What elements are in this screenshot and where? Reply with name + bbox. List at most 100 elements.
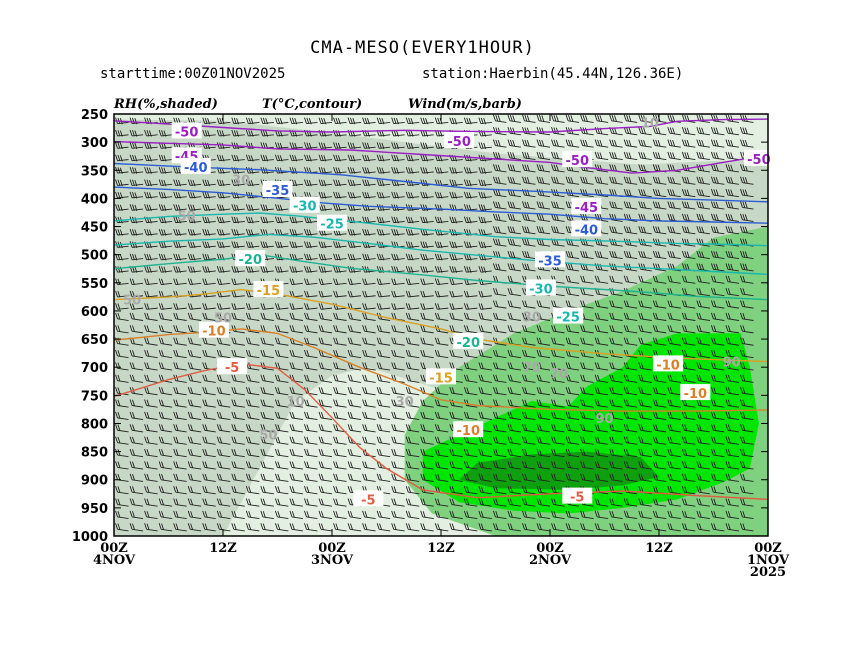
wind-barb-feather (101, 179, 103, 185)
wind-barb-feather (262, 130, 266, 137)
wind-barb-feather (623, 151, 627, 159)
wind-barb-feather (638, 151, 642, 159)
wind-barb (522, 151, 536, 161)
wind-barb-feather (541, 164, 545, 172)
wind-barb-feather (480, 179, 484, 186)
wind-barb (115, 142, 129, 150)
wind-barb-feather (684, 164, 688, 171)
wind-barb-feather (103, 155, 105, 161)
wind-barb-feather (304, 154, 307, 161)
wind-barb-feather (509, 114, 513, 122)
wind-barb-feather (420, 154, 424, 161)
wind-barb-feather (103, 266, 105, 272)
wind-barb-feather (551, 164, 554, 171)
wind-barb (492, 164, 507, 173)
wind-barb (173, 179, 187, 187)
wind-barb-feather (289, 154, 293, 161)
wind-barb-feather (449, 179, 453, 186)
wind-barb-shaft (524, 182, 536, 185)
wind-barb-feather (492, 151, 496, 159)
wind-barb (129, 154, 144, 162)
wind-barb-feather (541, 127, 545, 134)
wind-barb-feather (323, 179, 327, 187)
wind-barb (202, 117, 216, 125)
wind-barb (158, 179, 173, 187)
wind-barb-feather (233, 117, 237, 125)
wind-barb-feather (657, 127, 661, 134)
wind-barb-shaft (538, 120, 551, 123)
wind-barb-feather (408, 130, 412, 137)
wind-barb (304, 117, 318, 125)
wind-barb-shaft (698, 132, 710, 136)
wind-barb (245, 154, 260, 162)
wind-barb-feather (289, 142, 293, 149)
wind-barb (463, 117, 478, 125)
wind-barb-feather (350, 167, 353, 174)
wind-barb-feather (522, 151, 525, 159)
wind-barb-shaft (611, 157, 623, 161)
wind-barb-shaft (742, 182, 754, 185)
wind-barb (362, 166, 376, 174)
wind-barb-shaft (626, 120, 638, 123)
wind-barb-feather (696, 139, 700, 146)
wind-barb-feather (144, 179, 148, 186)
legend-rh: RH(%,shaded) (114, 97, 218, 112)
wind-barb-feather (396, 155, 399, 162)
wind-barb-feather (437, 117, 441, 125)
wind-barb-feather (553, 152, 557, 159)
wind-barb-feather (103, 350, 105, 356)
wind-barb-feather (609, 114, 613, 121)
wind-barb-feather (219, 179, 223, 186)
wind-barb-feather (626, 152, 630, 159)
wind-barb-feather (713, 176, 717, 184)
wind-barb-feather (507, 151, 511, 159)
wind-barb-feather (696, 127, 700, 134)
wind-barb-feather (221, 130, 225, 137)
wind-barb-feather (740, 127, 743, 134)
wind-barb-feather (466, 117, 470, 125)
wind-barb-feather (495, 114, 499, 122)
wind-barb (507, 127, 522, 136)
wind-barb-feather (463, 179, 467, 186)
wind-barb-feather (568, 114, 571, 122)
wind-barb-feather (611, 139, 615, 146)
wind-barb-shaft (669, 145, 681, 148)
wind-barb-shaft (611, 132, 623, 136)
wind-barb (376, 166, 391, 174)
wind-barb-shaft (567, 120, 580, 123)
wind-barb-feather (614, 140, 617, 147)
wind-barb-shaft (640, 157, 652, 161)
wind-barb-shaft (524, 157, 536, 161)
wind-barb (449, 166, 463, 174)
wind-barb-feather (405, 142, 409, 149)
wind-barb (551, 164, 565, 173)
wind-barb (158, 166, 173, 174)
wind-barb-feather (262, 117, 266, 125)
wind-barb-feather (555, 115, 559, 122)
wind-barb-feather (362, 142, 366, 149)
wind-barb (740, 139, 754, 148)
wind-barb-feather (134, 192, 138, 199)
wind-barb-feather (391, 142, 395, 149)
wind-barb-feather (274, 154, 278, 161)
wind-barb-feather (555, 140, 559, 147)
wind-barb (289, 154, 303, 162)
wind-barb-shaft (742, 132, 754, 136)
wind-barb-feather (173, 179, 177, 186)
wind-barb (638, 139, 652, 148)
wind-barb-shaft (626, 132, 638, 136)
wind-barb-shaft (538, 145, 551, 148)
wind-barb-feather (454, 179, 458, 187)
wind-barb-feather (492, 164, 496, 171)
wind-barb (667, 151, 681, 161)
wind-barb-feather (320, 167, 324, 174)
wind-barb (245, 179, 260, 187)
wind-barb-feather (304, 117, 307, 124)
wind-barb-feather (541, 140, 545, 147)
wind-barb-feather (742, 127, 746, 134)
wind-barb (289, 117, 303, 125)
wind-barb (580, 139, 594, 148)
wind-barb (536, 139, 551, 148)
wind-barb (681, 176, 696, 185)
wind-barb-feather (175, 179, 179, 186)
